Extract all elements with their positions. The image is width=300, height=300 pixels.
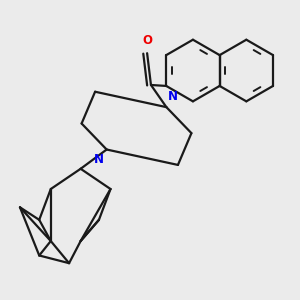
Text: N: N — [168, 90, 178, 103]
Text: O: O — [142, 34, 152, 47]
Text: N: N — [94, 153, 104, 167]
